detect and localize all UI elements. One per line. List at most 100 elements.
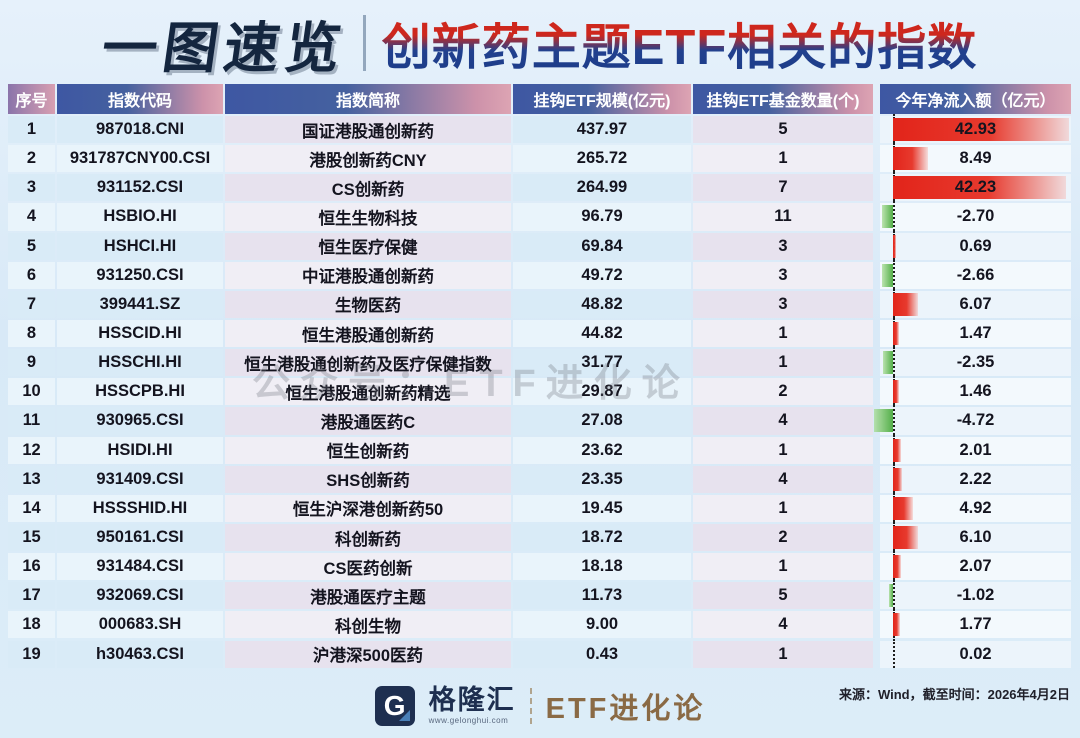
cell-net-inflow: 42.93 (880, 113, 1071, 144)
cell-index-name: 科创新药 (225, 523, 511, 552)
cell-net-inflow: 2.07 (880, 551, 1071, 581)
cell-etf-scale: 49.72 (513, 261, 691, 289)
brand-name: ETF进化论 (545, 693, 706, 725)
cell-net-inflow: -4.72 (873, 405, 1071, 435)
cell-etf-scale: 9.00 (513, 611, 691, 639)
cell-etf-scale: 18.18 (513, 553, 691, 581)
inflow-bar-positive (893, 118, 1069, 141)
cell-index-code: 930965.CSI (57, 407, 223, 435)
inflow-bar-positive (893, 438, 902, 462)
title-divider (362, 15, 366, 71)
cell-row-no: 4 (8, 203, 55, 231)
cell-etf-scale: 31.77 (513, 349, 691, 377)
cell-index-code: HSBIO.HI (57, 203, 223, 231)
cell-net-inflow: 1.47 (880, 317, 1071, 348)
cell-index-name: 恒生港股通创新药 (225, 319, 511, 348)
cell-index-code: HSIDI.HI (57, 436, 223, 464)
cell-etf-scale: 48.82 (513, 290, 691, 318)
cell-row-no: 18 (8, 611, 55, 639)
cell-net-inflow: 1.46 (880, 376, 1071, 406)
inflow-bar-negative (873, 409, 893, 433)
cell-row-no: 8 (8, 319, 55, 348)
inflow-value: 6.07 (959, 294, 992, 313)
cell-index-name: 恒生沪深港创新药50 (225, 494, 511, 522)
cell-index-name: 恒生港股通创新药及医疗保健指数 (225, 349, 511, 377)
cell-index-name: CS医药创新 (225, 553, 511, 581)
cell-etf-scale: 23.62 (513, 436, 691, 464)
inflow-bar-positive (893, 292, 918, 316)
inflow-bar-positive (893, 525, 918, 549)
cell-row-no: 11 (8, 407, 55, 435)
cell-net-inflow: -2.66 (880, 259, 1071, 289)
table-row: 13 931409.CSI SHS创新药 23.35 4 2.22 (8, 463, 1072, 493)
cell-index-name: 国证港股通创新药 (225, 116, 511, 144)
source-note: 来源：Wind，截至时间：2026年4月2日 (838, 687, 1070, 702)
table-row: 9 HSSCHI.HI 恒生港股通创新药及医疗保健指数 31.77 1 -2.35 (8, 347, 1072, 377)
cell-index-name: 恒生生物科技 (225, 203, 511, 231)
cell-net-inflow: -1.02 (880, 580, 1071, 610)
cell-net-inflow: 0.69 (880, 230, 1071, 260)
cell-etf-scale: 265.72 (513, 145, 691, 173)
cell-index-code: h30463.CSI (57, 640, 223, 668)
cell-index-code: 931787CNY00.CSI (57, 145, 223, 173)
cell-row-no: 2 (8, 145, 55, 173)
table-header-row: 序号 指数代码 指数简称 挂钩ETF规模(亿元) 挂钩ETF基金数量(个) 今年… (8, 84, 1072, 114)
inflow-bar-positive (893, 176, 1067, 200)
table-row: 12 HSIDI.HI 恒生创新药 23.62 1 2.01 (8, 434, 1072, 464)
cell-etf-count: 1 (693, 553, 873, 581)
footer: G 格隆汇 www.gelonghui.com ETF进化论 (0, 680, 1080, 732)
inflow-value: 8.49 (959, 149, 992, 168)
table-row: 5 HSHCI.HI 恒生医疗保健 69.84 3 0.69 (8, 230, 1072, 260)
cell-net-inflow: 0.02 (880, 638, 1071, 668)
table-body: 1 987018.CNI 国证港股通创新药 437.97 5 42.93 2 931787CN… (8, 113, 1072, 668)
inflow-bar-negative (888, 584, 893, 608)
inflow-value: 42.93 (954, 120, 997, 139)
cell-net-inflow: 42.23 (880, 172, 1071, 202)
cell-index-code: HSSCPB.HI (57, 378, 223, 406)
table-row: 6 931250.CSI 中证港股通创新药 49.72 3 -2.66 (8, 259, 1072, 289)
cell-net-inflow: 6.07 (880, 288, 1071, 319)
cell-etf-count: 1 (693, 436, 873, 464)
cell-row-no: 12 (8, 436, 55, 464)
cell-index-name: 港股通医疗主题 (225, 582, 511, 610)
page-title: 一图速览 创新药主题ETF相关的指数 (0, 4, 1080, 82)
table-row: 10 HSSCPB.HI 恒生港股通创新药精选 29.87 2 1.46 (8, 376, 1072, 406)
inflow-bar-positive (893, 496, 914, 520)
cell-etf-count: 7 (693, 174, 873, 202)
cell-index-code: HSSCID.HI (57, 319, 223, 348)
inflow-value: 0.69 (959, 236, 992, 255)
inflow-bar-negative (881, 205, 893, 229)
header-name: 指数简称 (225, 84, 511, 114)
header-count: 挂钩ETF基金数量(个) (693, 84, 873, 114)
cell-net-inflow: 1.77 (880, 609, 1071, 639)
cell-etf-scale: 19.45 (513, 494, 691, 522)
inflow-value: 2.07 (959, 557, 992, 576)
table-row: 15 950161.CSI 科创新药 18.72 2 6.10 (8, 521, 1072, 552)
cell-etf-count: 4 (693, 611, 873, 639)
main-title: 创新药主题ETF相关的指数 (382, 8, 978, 79)
table-row: 4 HSBIO.HI 恒生生物科技 96.79 11 -2.70 (8, 201, 1072, 231)
cell-etf-scale: 96.79 (513, 203, 691, 231)
inflow-bar-positive (893, 555, 902, 579)
cell-row-no: 14 (8, 494, 55, 522)
table-row: 16 931484.CSI CS医药创新 18.18 1 2.07 (8, 551, 1072, 581)
cell-index-name: 科创生物 (225, 611, 511, 639)
cell-etf-count: 2 (693, 523, 873, 552)
cell-index-name: 港股创新药CNY (225, 145, 511, 173)
inflow-value: 4.92 (959, 498, 992, 517)
cell-index-code: 950161.CSI (57, 523, 223, 552)
header-code: 指数代码 (57, 84, 223, 114)
cell-index-code: 931152.CSI (57, 174, 223, 202)
cell-etf-scale: 18.72 (513, 523, 691, 552)
cell-row-no: 9 (8, 349, 55, 377)
cell-index-code: 399441.SZ (57, 290, 223, 318)
cell-etf-scale: 437.97 (513, 116, 691, 144)
cell-net-inflow: 6.10 (880, 521, 1071, 552)
cell-net-inflow: 2.01 (880, 434, 1071, 464)
table-row: 8 HSSCID.HI 恒生港股通创新药 44.82 1 1.47 (8, 317, 1072, 348)
cell-index-name: 恒生创新药 (225, 436, 511, 464)
logo-text-block: 格隆汇 www.gelonghui.com (429, 687, 516, 725)
inflow-bar-positive (893, 321, 900, 345)
cell-etf-scale: 23.35 (513, 465, 691, 493)
